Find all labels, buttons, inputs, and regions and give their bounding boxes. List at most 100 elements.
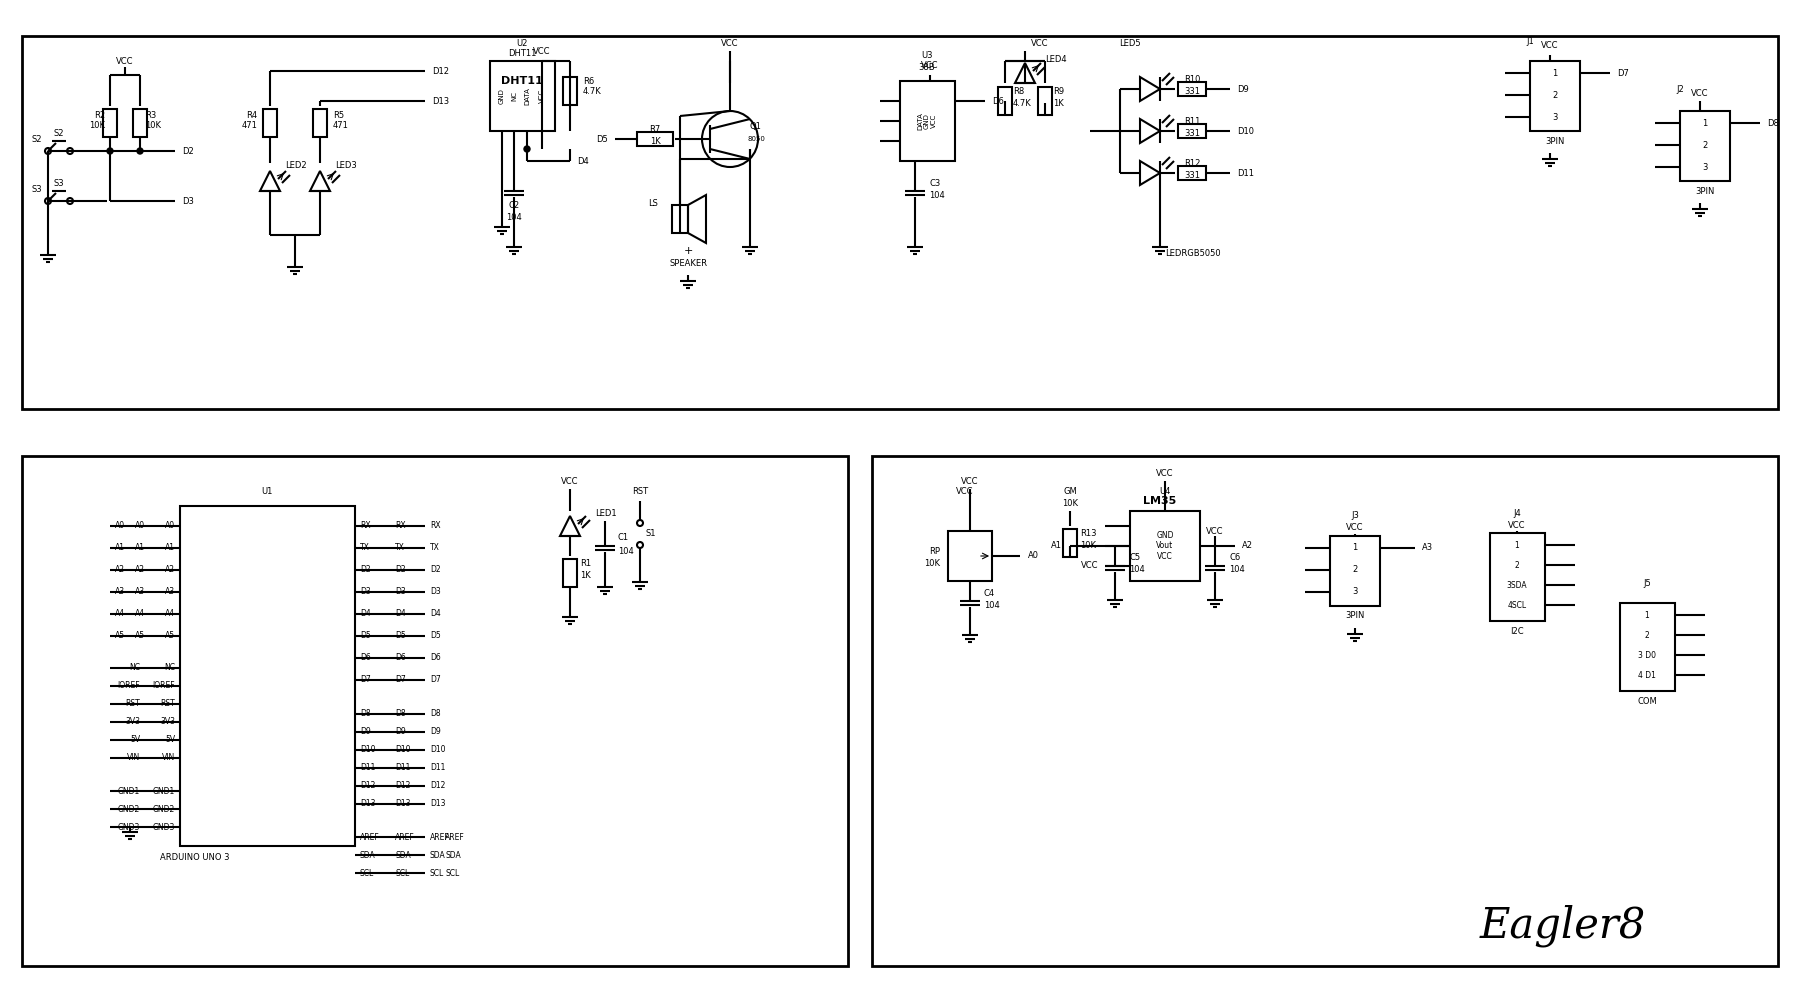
Text: DHT11: DHT11 <box>508 48 536 57</box>
Text: 1: 1 <box>1552 68 1557 77</box>
Text: D10: D10 <box>394 746 410 755</box>
Bar <box>22 36 1778 409</box>
Text: A3: A3 <box>135 588 146 597</box>
Text: 3 D0: 3 D0 <box>1638 651 1656 660</box>
Text: NC: NC <box>511 91 517 101</box>
Text: D7: D7 <box>1616 68 1629 77</box>
Text: 3: 3 <box>1703 162 1708 171</box>
Text: R12: R12 <box>1184 158 1201 167</box>
Text: RX: RX <box>394 522 405 531</box>
Text: D13: D13 <box>430 800 446 809</box>
Text: D6: D6 <box>430 654 441 663</box>
Text: DATA
GND
VCC: DATA GND VCC <box>916 112 938 130</box>
Text: 2: 2 <box>1514 561 1519 570</box>
Text: A1: A1 <box>1051 542 1062 551</box>
Text: 10K: 10K <box>88 121 104 130</box>
Text: R10: R10 <box>1184 74 1201 83</box>
Text: 38B: 38B <box>918 63 936 72</box>
Text: S2: S2 <box>32 134 41 143</box>
Bar <box>1679 111 1730 181</box>
Bar <box>949 531 992 581</box>
Text: 2: 2 <box>1703 140 1708 149</box>
Bar <box>1490 533 1544 621</box>
Text: R8: R8 <box>1013 86 1024 95</box>
Text: D5: D5 <box>596 134 608 143</box>
Bar <box>1530 61 1580 131</box>
Text: J3: J3 <box>1352 512 1359 521</box>
Text: LED4: LED4 <box>1046 54 1067 63</box>
Text: A0: A0 <box>135 522 146 531</box>
Circle shape <box>106 148 113 154</box>
Text: NC: NC <box>164 664 175 673</box>
Text: DATA: DATA <box>524 87 529 105</box>
Text: VIN: VIN <box>126 754 140 763</box>
Text: C6: C6 <box>1229 554 1240 563</box>
Text: 2: 2 <box>1352 566 1357 575</box>
Text: D8: D8 <box>1768 118 1778 127</box>
Text: D4: D4 <box>360 610 371 619</box>
Text: IOREF: IOREF <box>117 682 140 691</box>
Text: 10K: 10K <box>923 559 940 568</box>
Text: RX: RX <box>360 522 371 531</box>
Text: GND2: GND2 <box>117 805 140 814</box>
Text: D11: D11 <box>430 764 445 773</box>
Text: 104: 104 <box>506 212 522 221</box>
Text: 3SDA: 3SDA <box>1507 581 1528 590</box>
Text: VCC: VCC <box>1508 521 1526 530</box>
Text: VCC: VCC <box>533 46 551 55</box>
Text: A1: A1 <box>135 544 146 553</box>
Text: 1: 1 <box>1352 544 1357 553</box>
Text: J2: J2 <box>1676 84 1683 93</box>
Bar <box>22 456 848 966</box>
Text: D12: D12 <box>394 782 410 791</box>
Text: 104: 104 <box>1229 566 1246 575</box>
Text: GND: GND <box>499 88 506 104</box>
Text: D6: D6 <box>992 96 1004 105</box>
Text: 10K: 10K <box>146 121 160 130</box>
Text: A4: A4 <box>135 610 146 619</box>
Bar <box>563 559 578 587</box>
Text: U3: U3 <box>922 51 932 60</box>
Text: 471: 471 <box>241 121 257 130</box>
Text: A3: A3 <box>166 588 175 597</box>
Text: J5: J5 <box>1643 579 1651 588</box>
Text: R5: R5 <box>333 110 344 119</box>
Text: U1: U1 <box>261 486 272 495</box>
Text: SDA: SDA <box>430 851 446 860</box>
Text: D3: D3 <box>360 588 371 597</box>
Text: GND2: GND2 <box>153 805 175 814</box>
Text: GND3: GND3 <box>153 823 175 832</box>
Text: D2: D2 <box>182 146 194 155</box>
Text: A3: A3 <box>115 588 124 597</box>
Text: VCC: VCC <box>1156 468 1174 477</box>
Text: GND1: GND1 <box>117 787 140 796</box>
Circle shape <box>524 146 529 152</box>
Text: SDA: SDA <box>445 851 461 860</box>
Text: D8: D8 <box>394 710 405 719</box>
Text: RX: RX <box>430 522 441 531</box>
Text: D7: D7 <box>360 676 371 685</box>
Text: LEDRGB5050: LEDRGB5050 <box>1165 248 1220 257</box>
Text: D7: D7 <box>394 676 405 685</box>
Bar <box>1039 87 1051 115</box>
Text: TX: TX <box>394 544 405 553</box>
Text: GM: GM <box>1064 486 1076 495</box>
Bar <box>1064 529 1076 557</box>
Text: 4SCL: 4SCL <box>1507 601 1526 610</box>
Text: 2: 2 <box>1645 631 1649 640</box>
Text: VCC: VCC <box>1206 527 1224 536</box>
Text: 4 D1: 4 D1 <box>1638 671 1656 680</box>
Bar <box>490 61 554 131</box>
Text: A2: A2 <box>135 566 146 575</box>
Text: RP: RP <box>929 547 940 556</box>
Text: A5: A5 <box>166 632 175 641</box>
Text: U2: U2 <box>517 38 527 47</box>
Text: 471: 471 <box>333 121 349 130</box>
Text: U4: U4 <box>1159 486 1170 495</box>
Text: LED1: LED1 <box>596 509 617 518</box>
Text: TX: TX <box>430 544 439 553</box>
Text: A0: A0 <box>166 522 175 531</box>
Text: D4: D4 <box>430 610 441 619</box>
Text: VCC: VCC <box>961 476 979 485</box>
Text: C3: C3 <box>929 178 940 187</box>
